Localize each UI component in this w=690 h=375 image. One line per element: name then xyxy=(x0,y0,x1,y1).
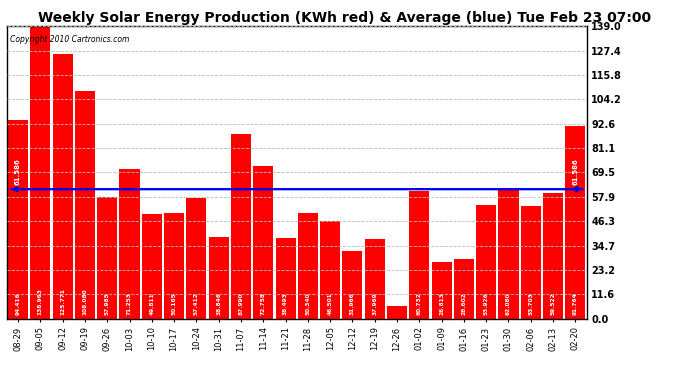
Bar xyxy=(119,169,139,319)
Text: 46.501: 46.501 xyxy=(328,292,333,315)
Text: 59.522: 59.522 xyxy=(551,292,555,315)
Bar xyxy=(141,214,162,319)
Text: 71.253: 71.253 xyxy=(127,292,132,315)
Text: Copyright 2010 Cartronics.com: Copyright 2010 Cartronics.com xyxy=(10,35,129,44)
Text: 94.416: 94.416 xyxy=(16,292,21,315)
Text: 28.602: 28.602 xyxy=(462,292,466,315)
Text: 38.846: 38.846 xyxy=(216,292,221,315)
Bar xyxy=(275,238,295,319)
Bar xyxy=(298,213,318,319)
Text: 57.412: 57.412 xyxy=(194,292,199,315)
Text: 53.703: 53.703 xyxy=(529,292,533,315)
Text: 53.926: 53.926 xyxy=(484,292,489,315)
Text: 61.586: 61.586 xyxy=(15,158,21,185)
Text: 61.586: 61.586 xyxy=(572,158,578,185)
Bar xyxy=(30,26,50,319)
Bar xyxy=(431,262,452,319)
Text: 62.080: 62.080 xyxy=(506,292,511,315)
Bar xyxy=(454,258,474,319)
Bar xyxy=(208,237,228,319)
Bar xyxy=(387,306,407,319)
Bar xyxy=(97,197,117,319)
Text: 31.966: 31.966 xyxy=(350,292,355,315)
Text: Weekly Solar Energy Production (KWh red) & Average (blue) Tue Feb 23 07:00: Weekly Solar Energy Production (KWh red)… xyxy=(39,11,651,25)
Text: 50.165: 50.165 xyxy=(172,292,177,315)
Text: 138.963: 138.963 xyxy=(38,288,43,315)
Bar xyxy=(409,191,429,319)
Bar xyxy=(231,134,251,319)
Bar xyxy=(75,92,95,319)
Text: 87.990: 87.990 xyxy=(239,292,244,315)
Text: 60.732: 60.732 xyxy=(417,292,422,315)
Bar xyxy=(186,198,206,319)
Bar xyxy=(521,206,541,319)
Bar xyxy=(253,166,273,319)
Bar xyxy=(52,54,72,319)
Bar xyxy=(8,120,28,319)
Bar xyxy=(320,221,340,319)
Text: 57.985: 57.985 xyxy=(105,292,110,315)
Text: 108.080: 108.080 xyxy=(82,288,88,315)
Text: 26.813: 26.813 xyxy=(439,292,444,315)
Text: 37.969: 37.969 xyxy=(372,292,377,315)
Bar xyxy=(365,239,385,319)
Text: 125.771: 125.771 xyxy=(60,288,65,315)
Text: 38.493: 38.493 xyxy=(283,292,288,315)
Text: 50.340: 50.340 xyxy=(306,292,310,315)
Bar xyxy=(543,194,563,319)
Bar xyxy=(565,126,585,319)
Text: 72.758: 72.758 xyxy=(261,292,266,315)
Text: 91.764: 91.764 xyxy=(573,292,578,315)
Text: 49.811: 49.811 xyxy=(149,292,155,315)
Bar xyxy=(164,213,184,319)
Bar xyxy=(498,188,518,319)
Bar xyxy=(476,205,496,319)
Bar xyxy=(342,252,362,319)
